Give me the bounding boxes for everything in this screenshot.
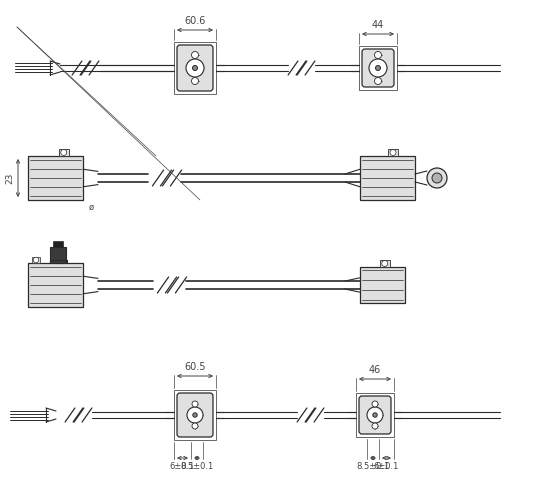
Bar	[359, 46, 397, 90]
Circle shape	[192, 401, 198, 407]
Bar	[28, 263, 83, 307]
Circle shape	[193, 413, 197, 417]
Text: 23: 23	[5, 172, 14, 184]
Text: 8.5±0.1: 8.5±0.1	[180, 462, 214, 471]
FancyBboxPatch shape	[362, 49, 394, 87]
Text: 6±0.1: 6±0.1	[374, 462, 399, 471]
Circle shape	[367, 407, 383, 423]
Bar	[356, 393, 394, 437]
Circle shape	[61, 150, 67, 156]
Circle shape	[374, 51, 381, 58]
Circle shape	[192, 66, 198, 71]
Bar	[360, 267, 405, 303]
Text: ø: ø	[89, 203, 93, 212]
Text: 46: 46	[369, 365, 381, 375]
Bar	[174, 42, 216, 94]
FancyBboxPatch shape	[177, 393, 213, 437]
Circle shape	[187, 407, 203, 423]
Bar	[53, 241, 63, 247]
Circle shape	[375, 66, 381, 71]
Bar	[50, 247, 66, 263]
Text: 44: 44	[372, 20, 384, 30]
Text: 6±0.1: 6±0.1	[170, 462, 195, 471]
Circle shape	[369, 59, 387, 77]
Circle shape	[374, 78, 381, 84]
Circle shape	[186, 59, 204, 77]
Circle shape	[192, 423, 198, 429]
Text: 60.6: 60.6	[184, 16, 206, 26]
Bar	[59, 149, 69, 156]
Circle shape	[372, 423, 378, 429]
Bar	[174, 390, 216, 440]
Circle shape	[33, 257, 39, 263]
Circle shape	[372, 401, 378, 407]
FancyBboxPatch shape	[177, 45, 213, 91]
Circle shape	[427, 168, 447, 188]
Circle shape	[192, 78, 199, 84]
Bar	[388, 149, 398, 156]
Bar	[28, 156, 83, 200]
Bar	[360, 156, 415, 200]
Bar	[380, 260, 390, 267]
Circle shape	[192, 51, 199, 58]
Circle shape	[432, 173, 442, 183]
Circle shape	[390, 150, 396, 156]
Text: 8.5±0.1: 8.5±0.1	[357, 462, 390, 471]
FancyBboxPatch shape	[359, 396, 391, 434]
Bar	[32, 257, 40, 263]
Circle shape	[373, 413, 377, 417]
Circle shape	[382, 260, 388, 266]
Text: 60.5: 60.5	[184, 362, 206, 372]
